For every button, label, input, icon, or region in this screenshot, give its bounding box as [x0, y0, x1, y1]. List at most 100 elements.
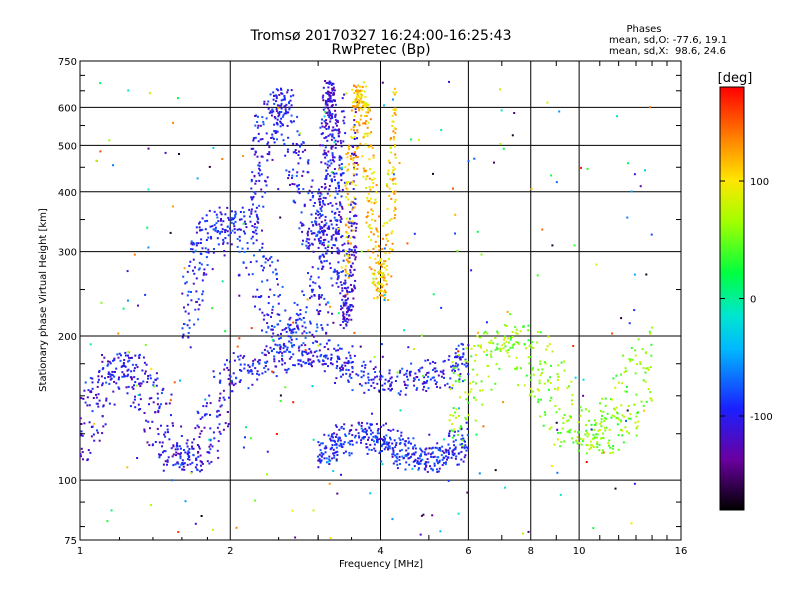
- data-point: [172, 453, 175, 456]
- data-point: [218, 206, 221, 209]
- data-point: [503, 335, 506, 338]
- data-point: [339, 439, 342, 442]
- data-point: [319, 449, 322, 452]
- data-point: [363, 102, 366, 105]
- data-point: [593, 419, 596, 422]
- data-point: [331, 152, 334, 155]
- data-point: [220, 404, 223, 407]
- data-point: [454, 369, 456, 372]
- data-point: [155, 372, 158, 375]
- data-point: [358, 435, 361, 438]
- data-point: [539, 360, 542, 363]
- data-point: [255, 213, 258, 216]
- data-point: [217, 243, 220, 246]
- data-point: [479, 389, 482, 392]
- data-point: [177, 531, 180, 533]
- data-point: [415, 376, 418, 378]
- data-point: [256, 121, 259, 123]
- data-point: [542, 424, 545, 427]
- data-point: [404, 393, 407, 396]
- data-point: [429, 465, 431, 468]
- data-point: [259, 138, 262, 141]
- data-point: [633, 173, 636, 176]
- data-point: [324, 197, 327, 200]
- data-point: [280, 92, 283, 95]
- data-point: [399, 462, 401, 465]
- data-point: [372, 378, 375, 381]
- data-point: [488, 341, 491, 344]
- data-point: [448, 432, 451, 435]
- data-point: [238, 274, 241, 277]
- data-point: [414, 458, 417, 461]
- data-point: [331, 457, 334, 460]
- data-point: [410, 138, 413, 141]
- data-point: [355, 251, 358, 254]
- data-point: [350, 424, 353, 427]
- data-point: [407, 452, 410, 455]
- data-point: [354, 287, 357, 290]
- data-point: [374, 201, 377, 204]
- data-point: [396, 467, 399, 470]
- data-point: [372, 368, 375, 370]
- data-point: [621, 434, 624, 437]
- data-point: [391, 230, 394, 233]
- data-point: [279, 294, 281, 296]
- data-point: [149, 377, 152, 380]
- data-point: [353, 331, 356, 334]
- data-point: [379, 259, 382, 262]
- data-point: [274, 343, 277, 346]
- data-point: [407, 346, 410, 349]
- data-point: [353, 124, 356, 127]
- data-point: [340, 110, 343, 113]
- data-point: [527, 329, 530, 332]
- data-point: [370, 201, 373, 204]
- data-point: [340, 308, 342, 311]
- data-point: [435, 381, 438, 384]
- data-point: [367, 249, 370, 252]
- data-point: [272, 91, 275, 94]
- data-point: [149, 427, 151, 430]
- data-point: [386, 233, 389, 236]
- data-point: [353, 254, 356, 257]
- data-point: [585, 408, 587, 411]
- data-point: [319, 228, 322, 230]
- data-point: [350, 377, 353, 379]
- data-point: [333, 89, 336, 92]
- data-point: [540, 372, 543, 374]
- data-point: [614, 487, 617, 490]
- data-point: [339, 292, 342, 295]
- data-point: [350, 318, 353, 321]
- data-point: [243, 220, 246, 223]
- data-point: [548, 427, 551, 430]
- data-point: [187, 290, 190, 293]
- data-point: [316, 309, 319, 312]
- data-point: [362, 175, 365, 178]
- data-point: [323, 346, 326, 348]
- data-point: [323, 355, 325, 358]
- data-point: [381, 81, 384, 84]
- data-point: [414, 447, 417, 450]
- data-point: [253, 254, 255, 257]
- data-point: [325, 354, 328, 357]
- data-point: [290, 329, 293, 332]
- data-point: [156, 377, 159, 380]
- data-point: [177, 97, 179, 100]
- data-point: [277, 112, 280, 114]
- data-point: [515, 356, 518, 359]
- data-point: [332, 88, 335, 91]
- data-point: [360, 250, 363, 253]
- data-point: [219, 432, 222, 435]
- data-point: [273, 116, 276, 118]
- data-point: [292, 151, 295, 154]
- data-point: [157, 409, 160, 412]
- data-point: [295, 338, 298, 341]
- data-point: [336, 250, 339, 253]
- data-point: [490, 339, 493, 342]
- data-point: [454, 365, 457, 368]
- data-point: [114, 370, 116, 373]
- data-point: [89, 377, 92, 379]
- data-point: [452, 454, 455, 457]
- data-point: [328, 227, 331, 230]
- data-point: [566, 420, 568, 423]
- data-point: [368, 448, 371, 451]
